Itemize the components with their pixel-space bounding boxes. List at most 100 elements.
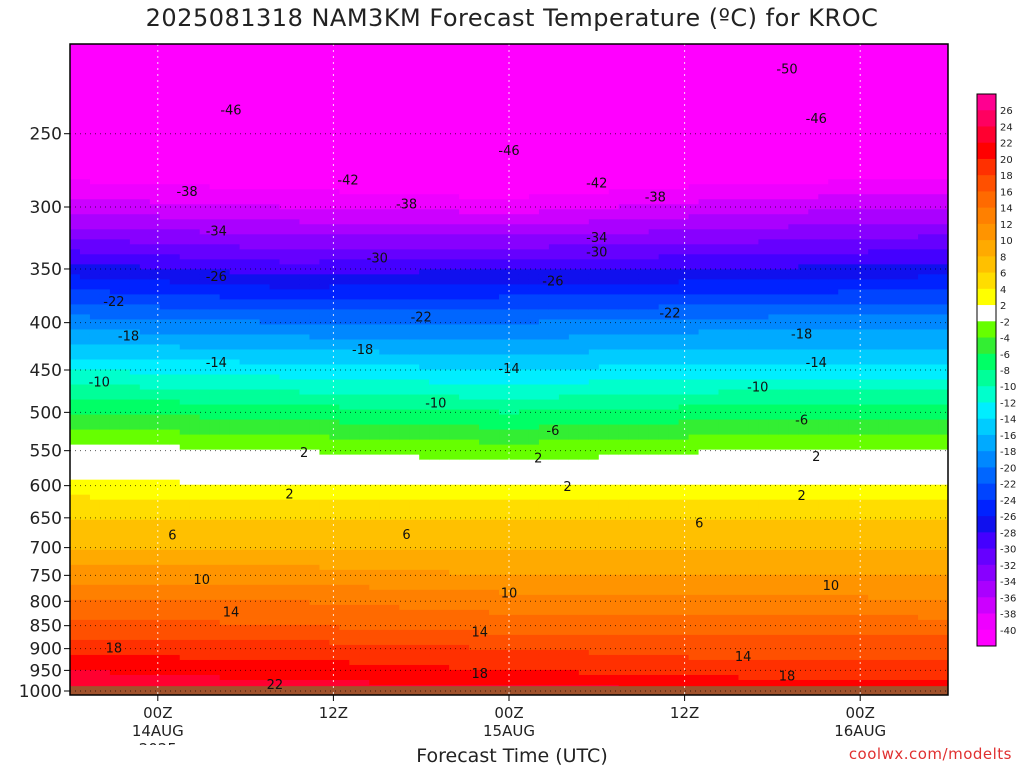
heat-cell [229, 539, 241, 546]
heat-cell [169, 199, 181, 205]
heat-cell [299, 59, 311, 65]
heat-cell [429, 524, 440, 531]
heat-cell [389, 169, 400, 175]
heat-cell [369, 79, 380, 85]
heat-cell [449, 44, 460, 50]
heat-cell [299, 229, 311, 235]
heat-cell [139, 424, 151, 431]
heat-cell [239, 404, 251, 411]
heat-cell [389, 44, 400, 50]
heat-cell [339, 324, 350, 331]
heat-cell [309, 474, 321, 481]
heat-cell [199, 429, 211, 436]
heat-cell [449, 134, 460, 140]
heat-cell [279, 419, 291, 426]
heat-cell [419, 429, 430, 436]
heat-cell [259, 264, 271, 270]
heat-cell [319, 254, 331, 260]
heat-cell [379, 164, 390, 170]
heat-cell [429, 349, 440, 356]
heat-cell [229, 254, 241, 260]
heat-cell [89, 79, 101, 85]
heat-cell [439, 74, 450, 80]
heat-cell [269, 279, 281, 285]
heat-cell [119, 414, 131, 421]
heat-cell [139, 589, 151, 596]
heat-cell [70, 49, 81, 55]
heat-cell [389, 569, 400, 576]
heat-cell [70, 289, 81, 295]
heat-cell [379, 179, 390, 185]
heat-cell [89, 109, 101, 115]
heat-cell [159, 429, 171, 436]
heat-cell [79, 604, 91, 611]
heat-cell [389, 99, 400, 105]
heat-cell [249, 449, 261, 456]
heat-cell [279, 289, 291, 295]
heat-cell [449, 289, 460, 295]
heat-cell [399, 449, 410, 456]
heat-cell [189, 374, 201, 381]
heat-cell [159, 669, 171, 676]
heat-cell [369, 274, 380, 280]
heat-cell [139, 449, 151, 456]
heat-cell [109, 344, 121, 351]
heat-cell [269, 654, 281, 661]
heat-cell [139, 219, 151, 225]
heat-cell [99, 209, 111, 215]
heat-cell [309, 459, 321, 466]
heat-cell [79, 109, 91, 115]
heat-cell [299, 124, 311, 130]
heat-cell [269, 384, 281, 391]
heat-cell [219, 499, 231, 506]
heat-cell [179, 449, 191, 456]
heat-cell [199, 224, 211, 230]
heat-cell [209, 639, 221, 646]
heat-cell [189, 109, 201, 115]
heat-cell [70, 384, 81, 391]
heat-cell [319, 339, 331, 346]
heat-cell [279, 379, 291, 386]
heat-cell [159, 314, 171, 321]
heat-cell [349, 444, 360, 451]
heat-cell [99, 309, 111, 316]
heat-cell [389, 404, 400, 411]
heat-cell [229, 329, 241, 336]
heat-cell [369, 579, 380, 586]
heat-cell [329, 469, 340, 476]
heat-cell [419, 519, 430, 526]
heat-cell [449, 179, 460, 185]
heat-cell [70, 569, 81, 576]
heat-cell [149, 159, 161, 165]
heat-cell [159, 79, 171, 85]
heat-cell [129, 289, 141, 295]
heat-cell [79, 444, 91, 451]
heat-cell [299, 44, 311, 50]
heat-cell [419, 514, 430, 521]
heat-cell [279, 139, 291, 145]
heat-cell [419, 629, 430, 636]
heat-cell [109, 149, 121, 155]
heat-cell [199, 374, 211, 381]
heat-cell [189, 214, 201, 220]
heat-cell [309, 69, 321, 75]
heat-cell [409, 479, 420, 486]
heat-cell [179, 374, 191, 381]
heat-cell [399, 339, 410, 346]
heat-cell [179, 284, 191, 290]
heat-cell [269, 419, 281, 426]
heat-cell [439, 519, 450, 526]
heat-cell [399, 79, 410, 85]
heat-cell [169, 594, 181, 601]
heat-cell [249, 389, 261, 396]
heat-cell [169, 324, 181, 331]
heat-cell [89, 474, 101, 481]
heat-cell [439, 379, 450, 386]
heat-cell [99, 214, 111, 220]
heat-cell [379, 369, 390, 376]
heat-cell [149, 59, 161, 65]
heat-cell [399, 589, 410, 596]
heat-cell [169, 494, 181, 501]
heat-cell [209, 109, 221, 115]
heat-cell [119, 484, 131, 491]
